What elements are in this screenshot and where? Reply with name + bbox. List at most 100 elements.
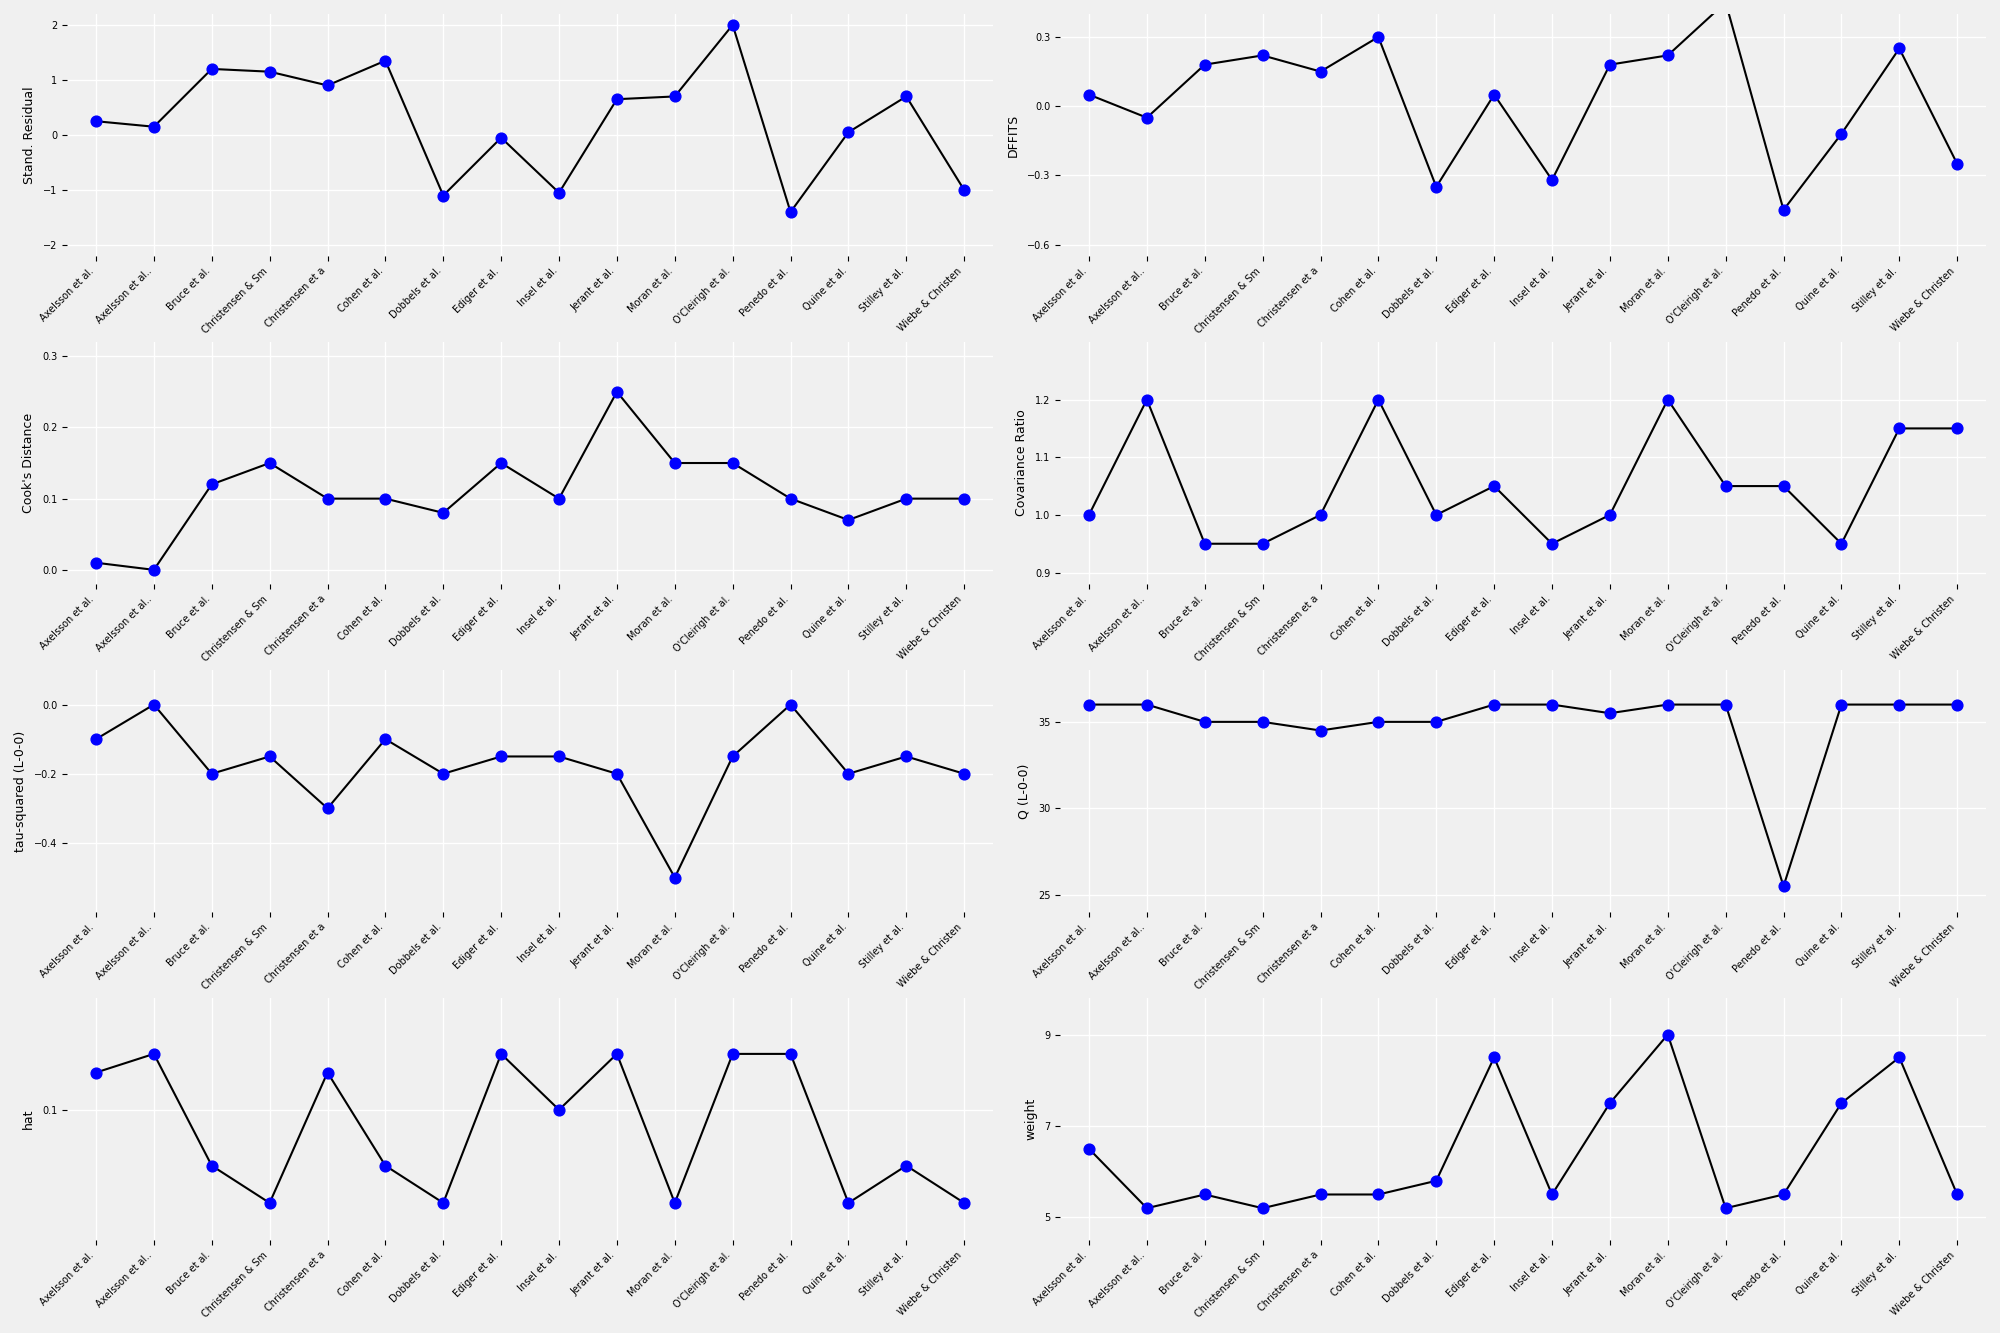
- Point: [600, 762, 632, 784]
- Point: [1884, 694, 1916, 716]
- Point: [370, 1154, 402, 1176]
- Point: [1536, 169, 1568, 191]
- Point: [1420, 1170, 1452, 1192]
- Point: [486, 745, 518, 766]
- Point: [544, 488, 576, 509]
- Point: [1594, 1093, 1626, 1114]
- Point: [486, 1044, 518, 1065]
- Point: [1710, 476, 1742, 497]
- Point: [1072, 504, 1104, 525]
- Point: [1884, 1046, 1916, 1068]
- Point: [1768, 199, 1800, 220]
- Point: [948, 762, 980, 784]
- Point: [312, 1062, 344, 1084]
- Point: [1420, 504, 1452, 525]
- Point: [370, 488, 402, 509]
- Point: [254, 745, 286, 766]
- Point: [1130, 1197, 1162, 1218]
- Point: [196, 762, 228, 784]
- Point: [774, 201, 806, 223]
- Point: [774, 1044, 806, 1065]
- Point: [80, 552, 112, 573]
- Point: [1072, 84, 1104, 105]
- Point: [1826, 533, 1858, 555]
- Y-axis label: Covariance Ratio: Covariance Ratio: [1016, 409, 1028, 516]
- Point: [948, 488, 980, 509]
- Point: [196, 473, 228, 495]
- Point: [1652, 1024, 1684, 1045]
- Point: [544, 745, 576, 766]
- Point: [138, 116, 170, 137]
- Point: [1942, 694, 1974, 716]
- Point: [1304, 1184, 1336, 1205]
- Point: [1942, 417, 1974, 439]
- Point: [544, 1100, 576, 1121]
- Point: [832, 762, 864, 784]
- Point: [1536, 533, 1568, 555]
- Point: [948, 1192, 980, 1213]
- Y-axis label: hat: hat: [22, 1109, 36, 1129]
- Point: [832, 509, 864, 531]
- Point: [1362, 712, 1394, 733]
- Point: [716, 452, 748, 473]
- Point: [254, 1192, 286, 1213]
- Point: [1478, 694, 1510, 716]
- Point: [370, 729, 402, 750]
- Point: [428, 503, 460, 524]
- Point: [1246, 712, 1278, 733]
- Point: [1072, 694, 1104, 716]
- Point: [1420, 176, 1452, 197]
- Point: [1478, 476, 1510, 497]
- Point: [600, 1044, 632, 1065]
- Y-axis label: Cook's Distance: Cook's Distance: [22, 413, 36, 513]
- Point: [196, 1154, 228, 1176]
- Point: [428, 185, 460, 207]
- Point: [600, 88, 632, 109]
- Point: [1884, 37, 1916, 59]
- Point: [600, 381, 632, 403]
- Point: [312, 75, 344, 96]
- Y-axis label: Q (L-0-0): Q (L-0-0): [1018, 764, 1030, 818]
- Point: [1768, 1184, 1800, 1205]
- Point: [1362, 1184, 1394, 1205]
- Point: [1478, 84, 1510, 105]
- Point: [428, 762, 460, 784]
- Point: [658, 85, 690, 107]
- Point: [1188, 53, 1220, 75]
- Point: [370, 51, 402, 72]
- Point: [1710, 694, 1742, 716]
- Point: [1246, 45, 1278, 67]
- Point: [1826, 123, 1858, 144]
- Point: [716, 745, 748, 766]
- Point: [312, 797, 344, 818]
- Point: [80, 111, 112, 132]
- Point: [80, 729, 112, 750]
- Point: [138, 694, 170, 716]
- Point: [1594, 504, 1626, 525]
- Point: [1362, 389, 1394, 411]
- Point: [1420, 712, 1452, 733]
- Point: [1710, 0, 1742, 13]
- Point: [1304, 61, 1336, 83]
- Point: [1942, 1184, 1974, 1205]
- Point: [1188, 1184, 1220, 1205]
- Point: [138, 559, 170, 580]
- Point: [658, 452, 690, 473]
- Point: [254, 61, 286, 83]
- Point: [1768, 476, 1800, 497]
- Point: [1246, 1197, 1278, 1218]
- Point: [428, 1192, 460, 1213]
- Point: [832, 1192, 864, 1213]
- Point: [716, 15, 748, 36]
- Point: [1130, 389, 1162, 411]
- Point: [890, 488, 922, 509]
- Point: [1768, 876, 1800, 897]
- Point: [1826, 694, 1858, 716]
- Point: [832, 121, 864, 143]
- Point: [948, 180, 980, 201]
- Point: [1304, 504, 1336, 525]
- Point: [138, 1044, 170, 1065]
- Point: [486, 127, 518, 148]
- Point: [1594, 702, 1626, 724]
- Point: [1536, 1184, 1568, 1205]
